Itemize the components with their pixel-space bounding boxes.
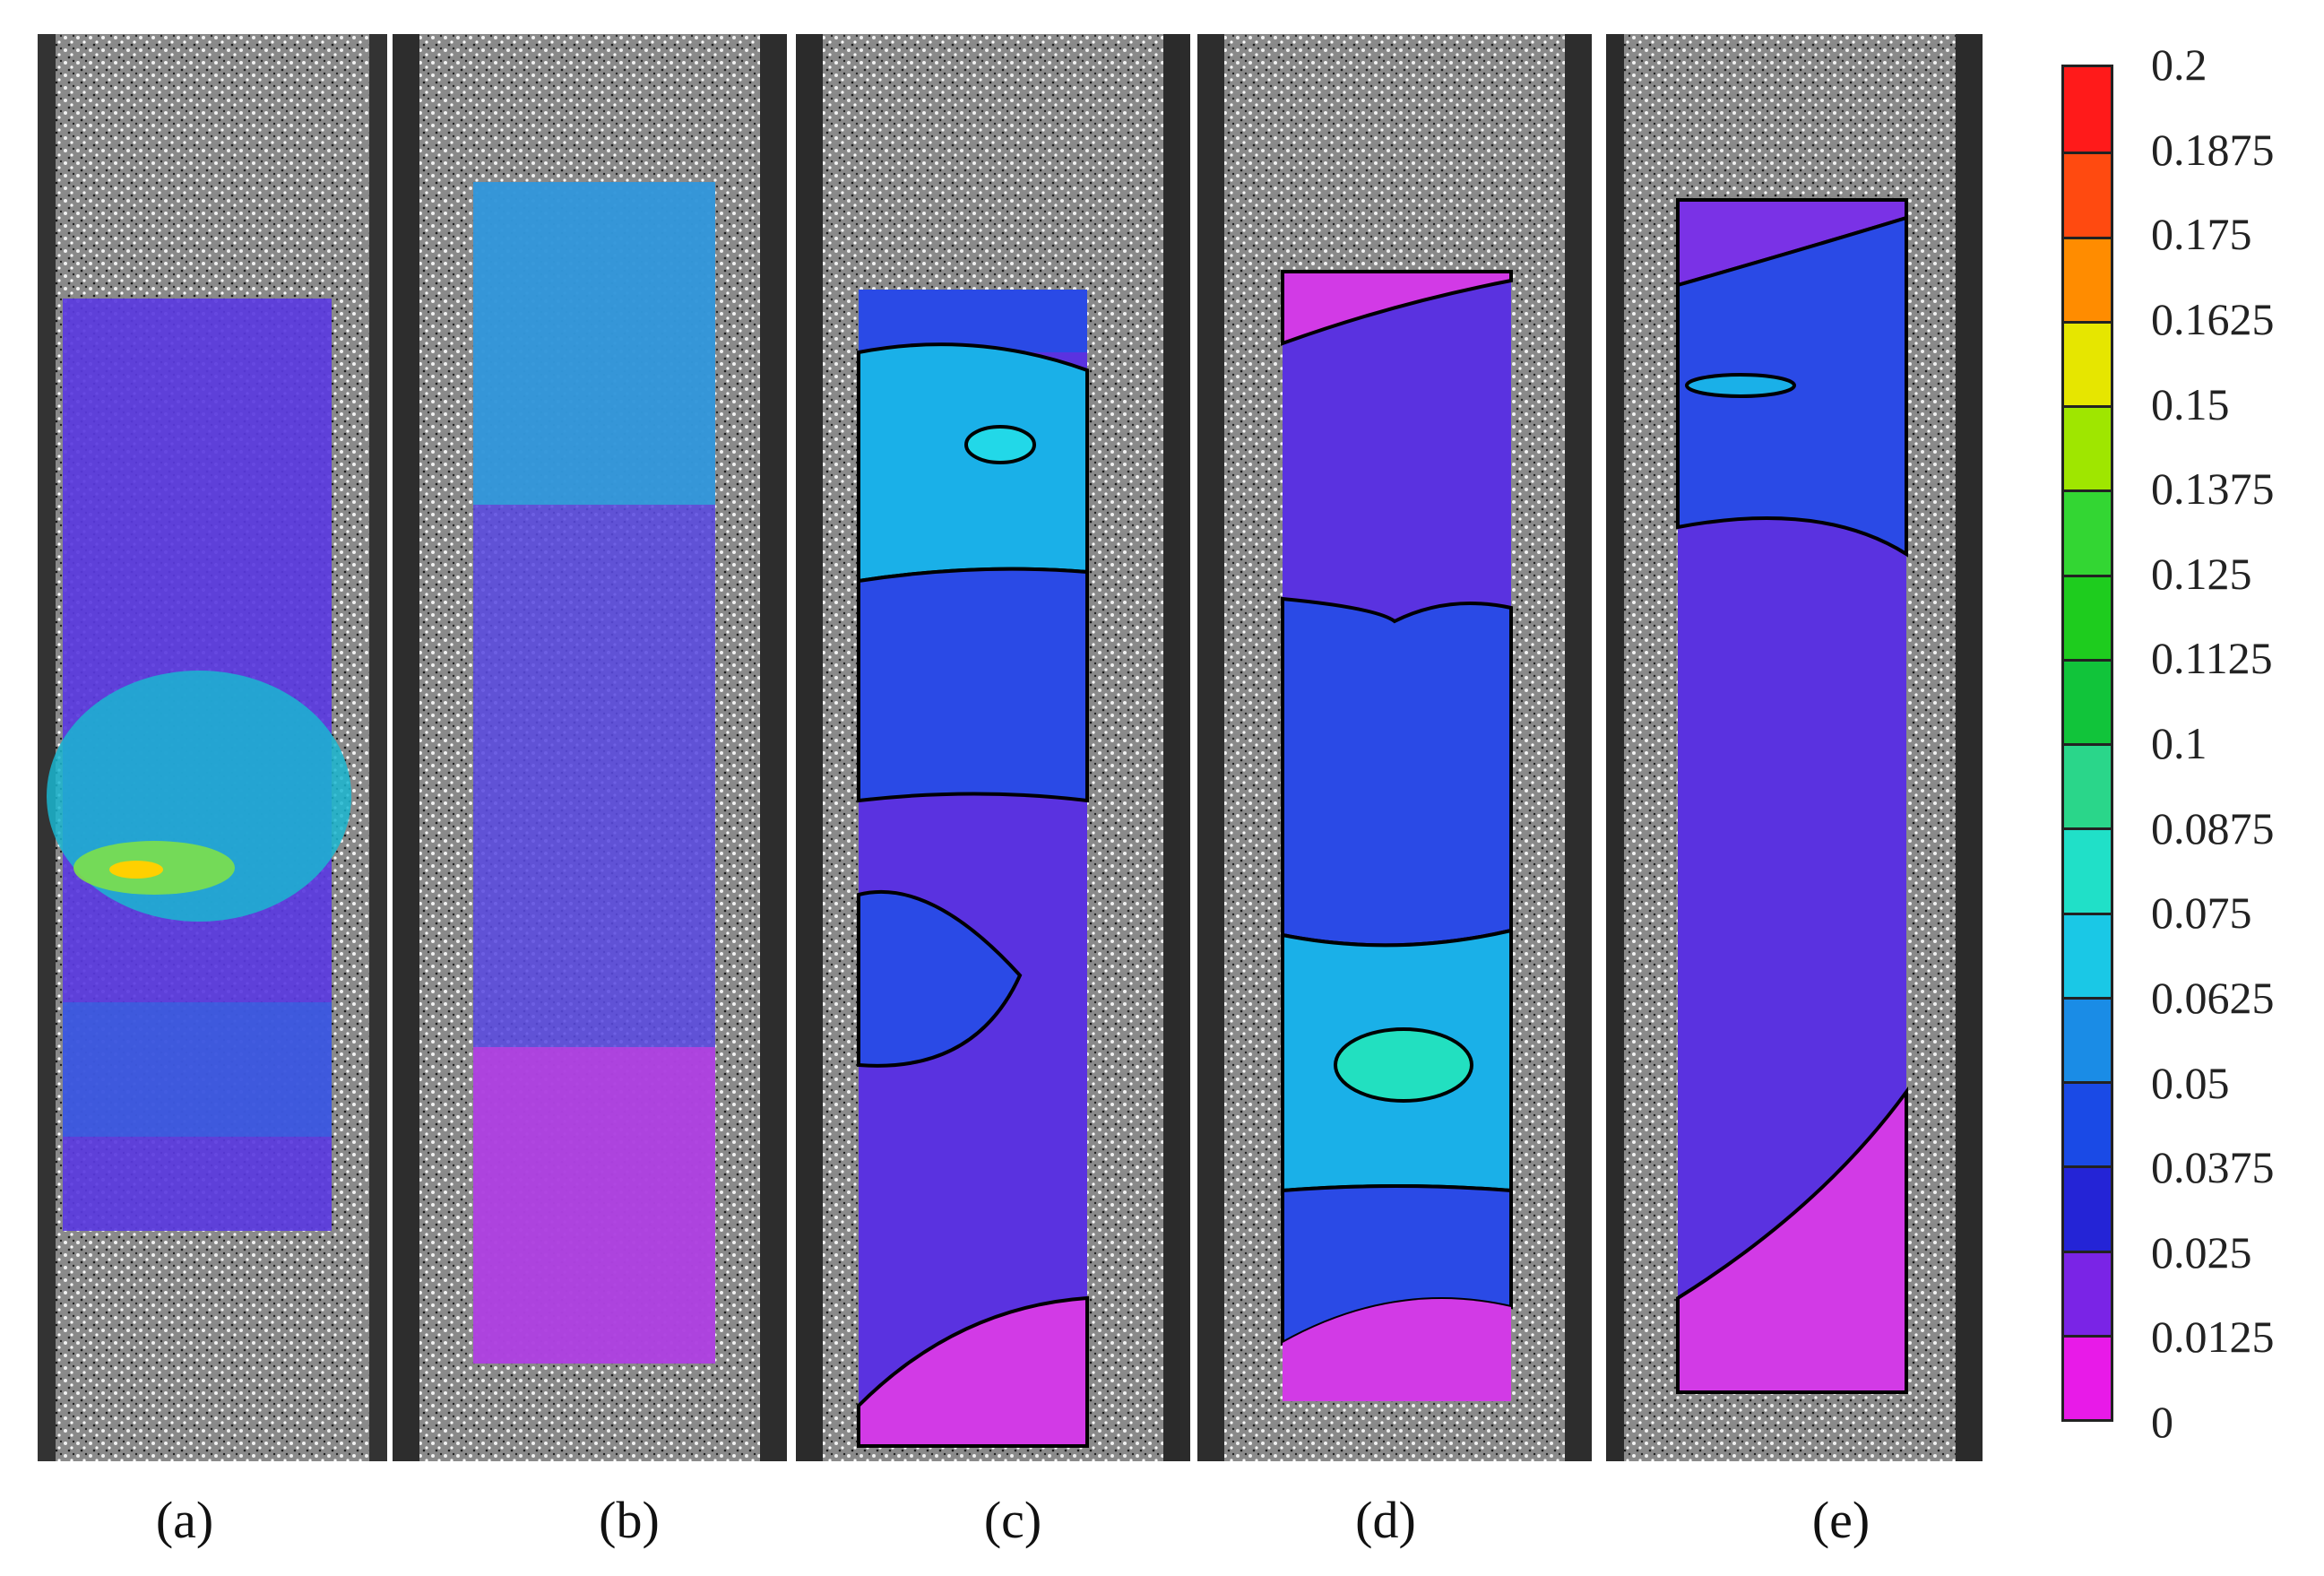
colorbar-tick-label: 0.2 [2151,39,2207,90]
specimen-panel-b [393,34,787,1461]
colorbar-cell [2064,320,2111,405]
colorbar-tick-label: 0.0625 [2151,972,2275,1023]
colorbar-cell [2064,827,2111,913]
colorbar-tick-label: 0.05 [2151,1057,2230,1108]
colorbar-cell [2064,574,2111,659]
colorbar-cell [2064,658,2111,743]
caption-e: (e) [1811,1491,1870,1549]
colorbar-tick-label: 0.175 [2151,209,2252,260]
colorbar-cell [2064,1165,2111,1251]
caption-b: (b) [599,1491,660,1549]
colorbar-cell [2064,152,2111,237]
colorbar-tick-label: 0.075 [2151,888,2252,939]
colorbar-tick-label: 0.15 [2151,378,2230,429]
colorbar-cell [2064,236,2111,321]
colorbar-cell [2064,67,2111,152]
specimen-panel-a [38,34,387,1461]
colorbar-cell [2064,1081,2111,1166]
colorbar-cell [2064,743,2111,828]
colorbar-cell [2064,912,2111,997]
colorbar-tick-label: 0.1125 [2151,633,2273,684]
caption-a: (a) [155,1491,214,1549]
colorbar [2061,65,2113,1422]
colorbar-cell [2064,996,2111,1081]
colorbar-cell [2064,1250,2111,1335]
colorbar-tick-label: 0.125 [2151,548,2252,599]
caption-d: (d) [1355,1491,1416,1549]
colorbar-tick-label: 0.1375 [2151,463,2275,515]
specimen-panel-e [1606,34,1983,1461]
caption-c: (c) [983,1491,1042,1549]
colorbar-tick-label: 0.1625 [2151,293,2275,344]
colorbar-tick-label: 0.1875 [2151,124,2275,175]
specimen-panel-d [1197,34,1592,1461]
colorbar-tick-label: 0.025 [2151,1226,2252,1277]
colorbar-tick-label: 0.0375 [2151,1142,2275,1193]
colorbar-tick-label: 0.0875 [2151,802,2275,853]
colorbar-cell [2064,1334,2111,1419]
colorbar-cell [2064,405,2111,490]
colorbar-cell [2064,489,2111,575]
colorbar-tick-label: 0.1 [2151,718,2207,768]
colorbar-tick-label: 0 [2151,1397,2173,1447]
colorbar-tick-label: 0.0125 [2151,1312,2275,1363]
specimen-panel-c [796,34,1190,1461]
